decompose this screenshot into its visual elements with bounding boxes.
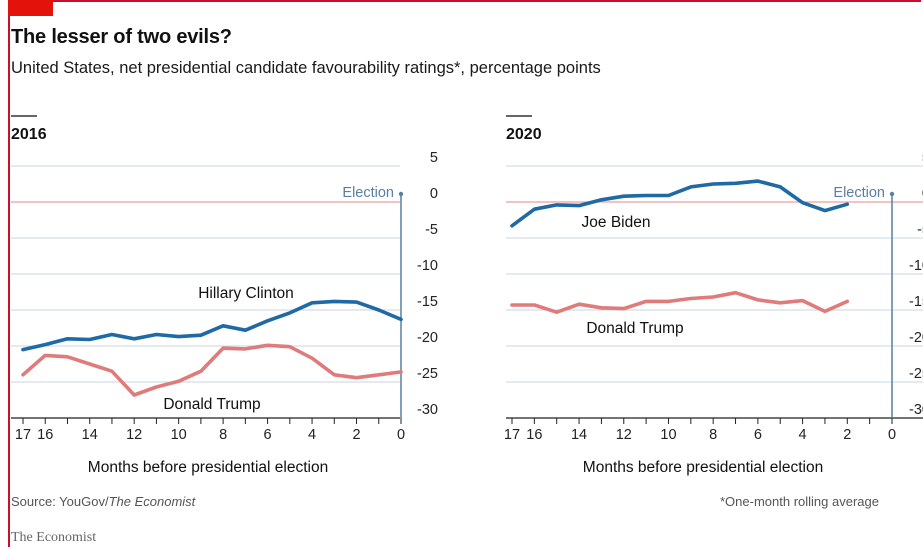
x-tick-label: 8	[219, 427, 227, 443]
x-axis-label: Months before presidential election	[583, 459, 823, 476]
brand-tag	[8, 0, 53, 16]
x-tick-label: 8	[709, 427, 717, 443]
x-tick-label: 10	[660, 427, 676, 443]
series-line-donald-trump	[510, 290, 850, 315]
y-tick-label: -5	[425, 222, 438, 238]
chart-frame	[8, 0, 921, 547]
y-tick-label: -15	[417, 294, 438, 310]
x-tick-label: 14	[571, 427, 587, 443]
source-italic: The Economist	[108, 494, 196, 509]
election-label: Election	[342, 185, 394, 201]
y-tick-label: -20	[909, 330, 923, 346]
x-axis-label: Months before presidential election	[88, 459, 328, 476]
x-tick-label: 17	[15, 427, 31, 443]
y-tick-label: -10	[417, 258, 438, 274]
series-label-hillary-clinton: Hillary Clinton	[198, 285, 294, 302]
y-tick-label: -10	[909, 258, 923, 274]
y-tick-label: -5	[917, 222, 923, 238]
series-label-donald-trump: Donald Trump	[586, 320, 683, 337]
y-tick-label: -15	[909, 294, 923, 310]
x-tick-label: 16	[37, 427, 53, 443]
x-tick-label: 0	[888, 427, 896, 443]
series-line-joe-biden	[510, 179, 850, 228]
x-tick-label: 6	[754, 427, 762, 443]
y-tick-label: -20	[417, 330, 438, 346]
y-tick-label: -30	[417, 402, 438, 418]
series-label-donald-trump: Donald Trump	[163, 396, 260, 413]
x-tick-label: 6	[264, 427, 272, 443]
y-tick-label: -30	[909, 402, 923, 418]
series-label-joe-biden: Joe Biden	[582, 214, 651, 231]
x-tick-label: 2	[352, 427, 360, 443]
x-tick-label: 0	[397, 427, 405, 443]
x-tick-label: 2	[843, 427, 851, 443]
page-subtitle: United States, net presidential candidat…	[11, 59, 601, 77]
x-tick-label: 17	[504, 427, 520, 443]
x-tick-label: 12	[616, 427, 632, 443]
election-marker-dot	[398, 191, 404, 197]
x-tick-label: 14	[82, 427, 98, 443]
x-tick-label: 12	[126, 427, 142, 443]
panel-title-2020: 2020	[506, 126, 542, 143]
series-line-hillary-clinton	[21, 299, 403, 352]
y-tick-label: -25	[909, 366, 923, 382]
y-tick-label: 0	[922, 186, 923, 202]
footnote: *One-month rolling average	[720, 494, 879, 509]
page-title: The lesser of two evils?	[11, 26, 232, 48]
y-tick-label: 5	[430, 150, 438, 166]
y-tick-label: 0	[430, 186, 438, 202]
election-marker-dot	[889, 191, 895, 197]
series-line-donald-trump	[21, 343, 403, 397]
source-note: Source: YouGov/The Economist	[11, 494, 195, 509]
source-prefix: Source: YouGov/	[11, 494, 109, 509]
panel-title-2016: 2016	[11, 126, 47, 143]
y-tick-label: 5	[922, 150, 923, 166]
y-tick-label: -25	[417, 366, 438, 382]
election-label: Election	[833, 185, 885, 201]
x-tick-label: 4	[308, 427, 316, 443]
x-tick-label: 4	[799, 427, 807, 443]
x-tick-label: 10	[171, 427, 187, 443]
x-tick-label: 16	[526, 427, 542, 443]
brand-logo: The Economist	[11, 530, 97, 545]
